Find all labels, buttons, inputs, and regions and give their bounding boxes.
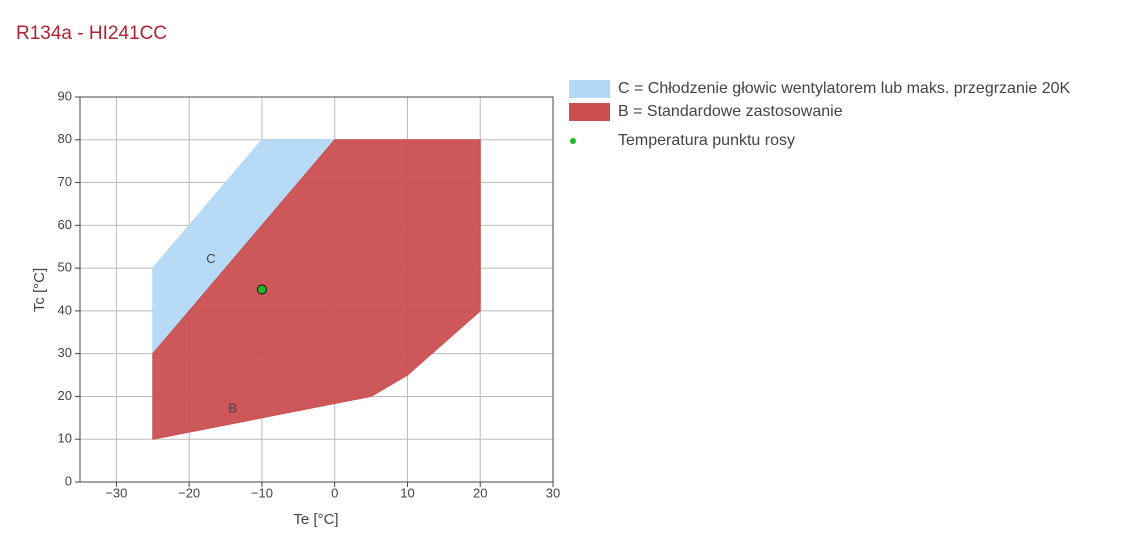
y-tick-label: 50 (58, 260, 72, 275)
chart-title: R134a - HI241CC (16, 23, 167, 44)
y-axis-title: Tc [°C] (31, 268, 48, 312)
area (152, 139, 481, 440)
annotation: B (228, 401, 237, 416)
legend-label: C = Chłodzenie głowic wentylatorem lub m… (618, 80, 1071, 97)
annotation: C (206, 251, 215, 266)
x-tick-label: −20 (178, 485, 200, 500)
x-tick-label: 20 (473, 485, 487, 500)
legend-label: B = Standardowe zastosowanie (618, 103, 843, 120)
y-tick-label: 90 (58, 88, 72, 103)
plot-frame (79, 96, 554, 483)
x-tick-label: 30 (546, 485, 560, 500)
x-tick-label: 0 (331, 485, 338, 500)
legend-label: Temperatura punktu rosy (618, 132, 795, 149)
x-tick-label: −10 (251, 485, 273, 500)
y-tick-label: 10 (58, 431, 72, 446)
y-tick-label: 80 (58, 131, 72, 146)
y-tick-label: 30 (58, 345, 72, 360)
legend-swatch (569, 80, 610, 98)
y-tick-label: 0 (65, 473, 72, 488)
x-axis-title: Te [°C] (293, 511, 338, 528)
y-tick-label: 40 (58, 302, 72, 317)
y-tick-label: 20 (58, 388, 72, 403)
x-tick-label: 10 (400, 485, 414, 500)
dew-point-marker (256, 284, 268, 295)
legend-swatch (569, 103, 610, 121)
y-tick-label: 60 (58, 217, 72, 232)
y-tick-label: 70 (58, 174, 72, 189)
x-tick-label: −30 (105, 485, 127, 500)
legend-swatch (570, 138, 576, 144)
